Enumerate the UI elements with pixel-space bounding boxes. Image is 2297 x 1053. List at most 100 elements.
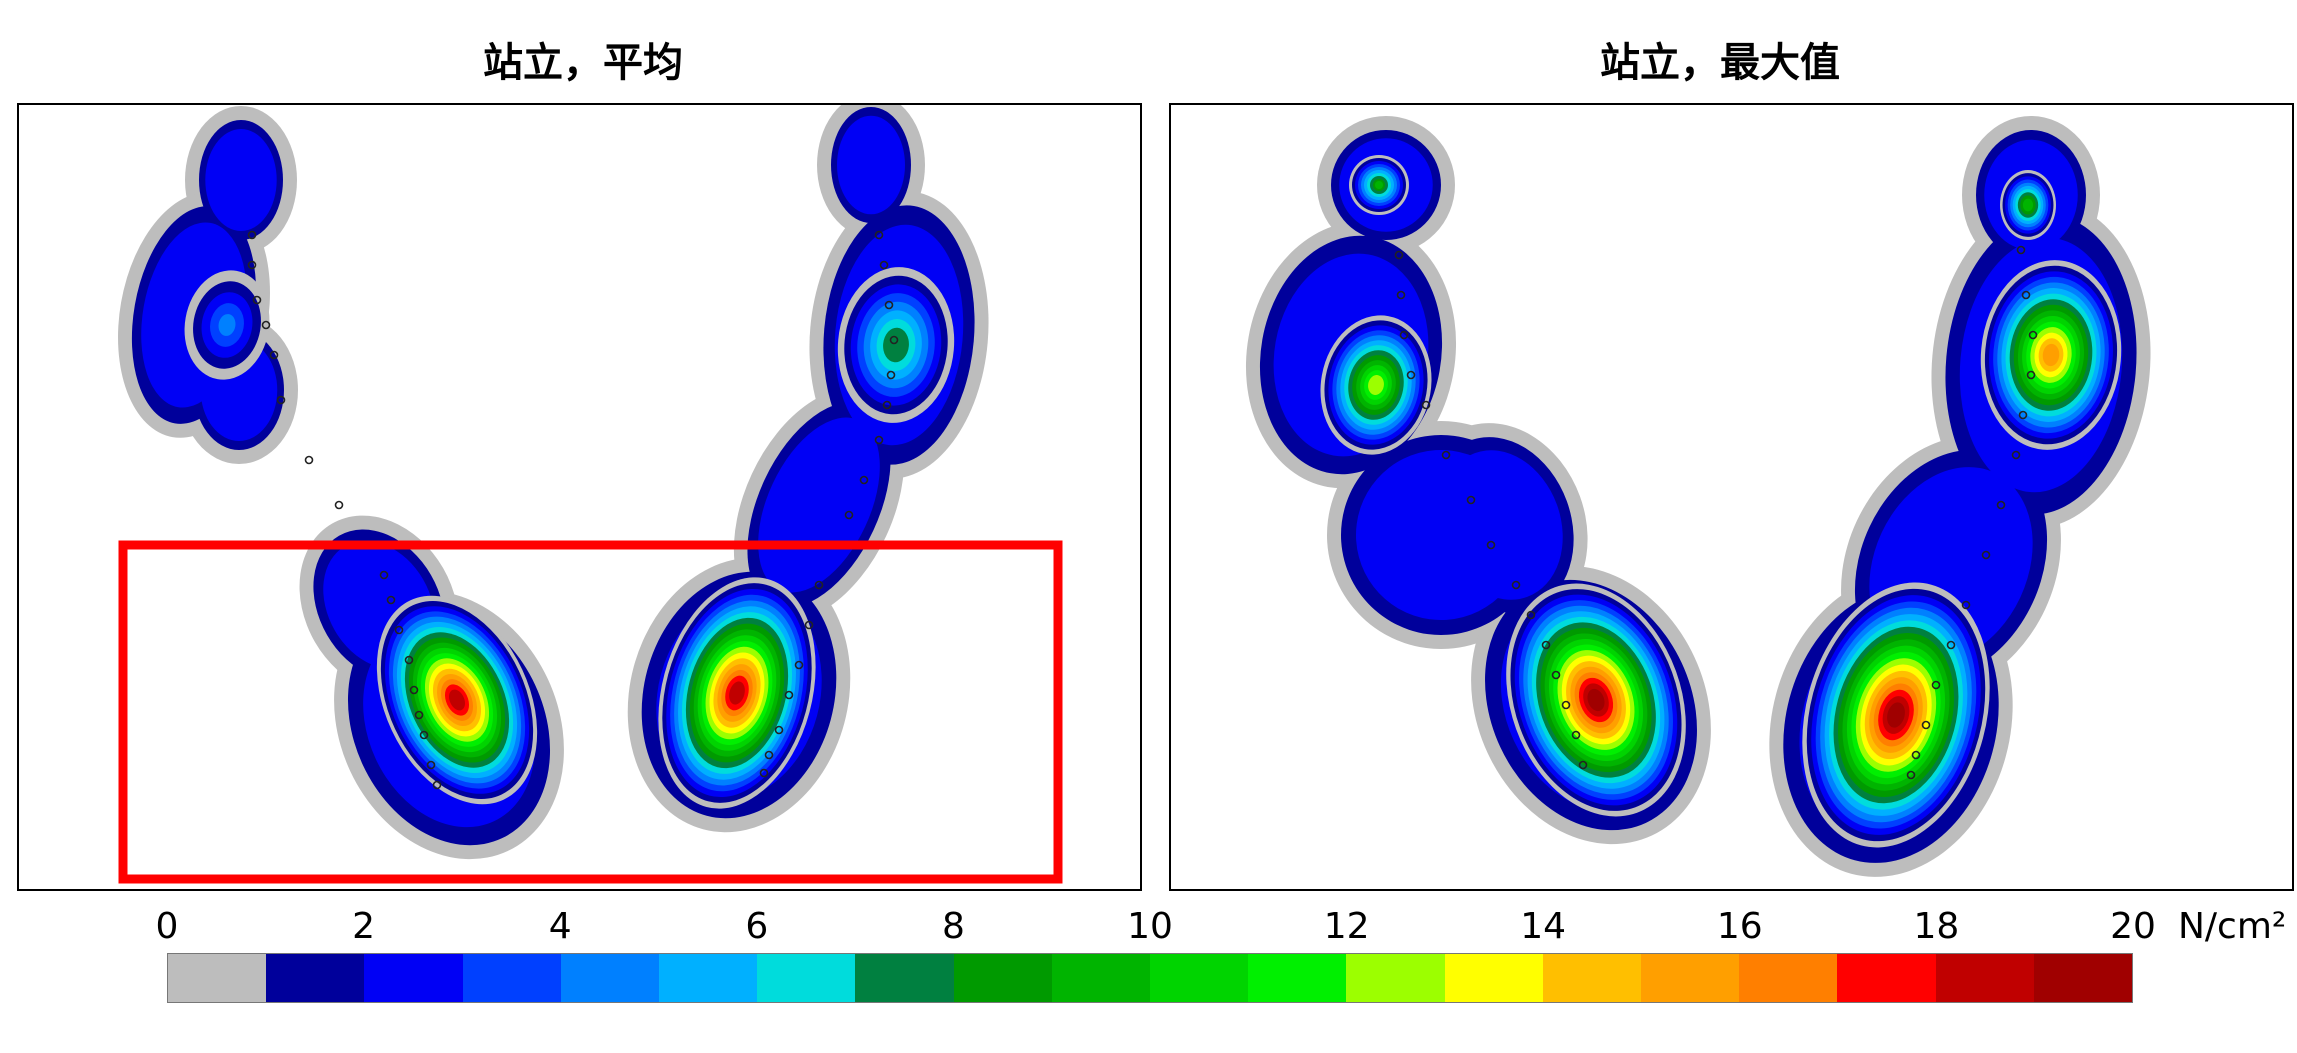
right-foot-cop-point [764, 750, 774, 760]
left-foot [118, 106, 564, 860]
colorbar-swatch [659, 954, 758, 1002]
left-toe-region [1349, 155, 1409, 215]
left-heel-region-contour [1591, 694, 1601, 706]
right-heel-region-contour [732, 687, 742, 699]
left-foot-cop-point [1551, 670, 1561, 680]
right-foot-cop-point [1931, 680, 1941, 690]
colorbar-unit: N/cm² [2178, 906, 2287, 947]
right-panel-title: 站立，最大值 [1600, 40, 1840, 86]
colorbar-tick-label: 8 [941, 906, 965, 947]
left-heel-region [376, 595, 538, 805]
left-foot-cop-point [1571, 730, 1581, 740]
colorbar-tick-label: 0 [155, 906, 179, 947]
colorbar-swatch [364, 954, 463, 1002]
left-foot-cop-point [419, 730, 429, 740]
right-foot-cop-point [804, 620, 814, 630]
colorbar-swatch [757, 954, 856, 1002]
left-foot-cop-point [276, 395, 286, 405]
colorbar-swatch [1346, 954, 1445, 1002]
colorbar-swatch [1248, 954, 1347, 1002]
highlight-box [118, 540, 1063, 884]
left-forefoot-region-contour [1371, 380, 1381, 390]
left-foot-cop-point [1399, 330, 1409, 340]
left-foot-cop-point [404, 655, 414, 665]
left-toe-region-contour [1375, 181, 1383, 189]
right-foot-cop-point [884, 300, 894, 310]
left-foot-cop-point [247, 260, 257, 270]
colorbar-swatch [266, 954, 365, 1002]
colorbar-swatch [1444, 954, 1543, 1002]
left-foot-cop-point [247, 230, 257, 240]
right-foot-cop-point [889, 335, 899, 345]
colorbar-tick-label: 14 [1520, 906, 1567, 947]
right-forefoot-region [837, 267, 955, 423]
right-toe-region [2000, 170, 2056, 240]
colorbar-tick-label: 4 [548, 906, 572, 947]
colorbar [167, 953, 2133, 1003]
colorbar-swatch [855, 954, 954, 1002]
right-foot-cop-point [794, 660, 804, 670]
left-foot-cop-point [1466, 495, 1476, 505]
right-foot-cop-point [874, 230, 884, 240]
colorbar-tick-label: 12 [1323, 906, 1370, 947]
right-foot-cop-point [874, 435, 884, 445]
right-foot [627, 105, 989, 833]
colorbar-swatch [1051, 954, 1151, 1002]
left-foot-cop-point [252, 295, 262, 305]
left-foot-cop-point [1421, 400, 1431, 410]
colorbar-tick-label: 20 [2110, 906, 2156, 947]
left-heel-region-contour [452, 694, 462, 706]
right-foot-cop-point [879, 260, 889, 270]
left-pressure-panel [17, 103, 1142, 891]
left-foot-arch-region-contour [218, 314, 236, 336]
colorbar-swatch [1739, 954, 1838, 1002]
colorbar-tick-label: 16 [1716, 906, 1763, 947]
left-foot-body [205, 129, 277, 231]
left-foot-cop-point [1511, 580, 1521, 590]
left-foot-cop-point [1406, 370, 1416, 380]
right-pressure-map [1245, 116, 2151, 877]
right-heel-region-contour [1891, 708, 1901, 722]
left-foot-cop-point [409, 685, 419, 695]
right-foot-cop-point [814, 580, 824, 590]
colorbar-swatch [560, 954, 660, 1002]
right-foot-cop-point [1921, 720, 1931, 730]
colorbar-swatch [2033, 954, 2133, 1002]
right-foot-cop-point [2026, 370, 2036, 380]
right-foot-cop-point [784, 690, 794, 700]
colorbar-swatch [1837, 954, 1936, 1002]
right-foot-cop-point [844, 510, 854, 520]
right-forefoot-region-contour [2046, 349, 2056, 361]
colorbar-swatch [168, 954, 267, 1002]
right-heel-region [658, 577, 816, 809]
left-foot-arch-region [184, 270, 270, 380]
right-pressure-panel [1169, 103, 2294, 891]
left-foot-cop-point [426, 760, 436, 770]
left-foot-cop-point [386, 595, 396, 605]
right-foot-cop-point [886, 370, 896, 380]
right-foot-body [837, 115, 905, 215]
right-foot-cop-point [2028, 330, 2038, 340]
left-foot-cop-point [1541, 640, 1551, 650]
left-foot-cop-point [414, 710, 424, 720]
left-foot-cop-point [379, 570, 389, 580]
right-foot-cop-point [2011, 450, 2021, 460]
left-heel-region [1506, 583, 1686, 817]
left-foot-cop-point [1486, 540, 1496, 550]
right-foot-cop-point [2018, 410, 2028, 420]
colorbar-tick-label: 18 [1913, 906, 1960, 947]
right-forefoot-region-contour [889, 336, 903, 354]
left-foot-cop-point [432, 780, 442, 790]
right-toe-region-contour [2024, 201, 2032, 209]
left-foot-cop-point [334, 500, 344, 510]
left-foot-cop-point [1561, 700, 1571, 710]
left-foot-cop-point [1394, 250, 1404, 260]
right-foot-cop-point [2016, 245, 2026, 255]
left-panel-title: 站立，平均 [483, 40, 683, 86]
left-foot-body [1439, 450, 1563, 600]
right-foot-cop-point [882, 400, 892, 410]
right-foot-cop-point [2021, 290, 2031, 300]
right-foot-cop-point [1906, 770, 1916, 780]
right-forefoot-region [1980, 260, 2122, 450]
colorbar-swatch [1542, 954, 1642, 1002]
